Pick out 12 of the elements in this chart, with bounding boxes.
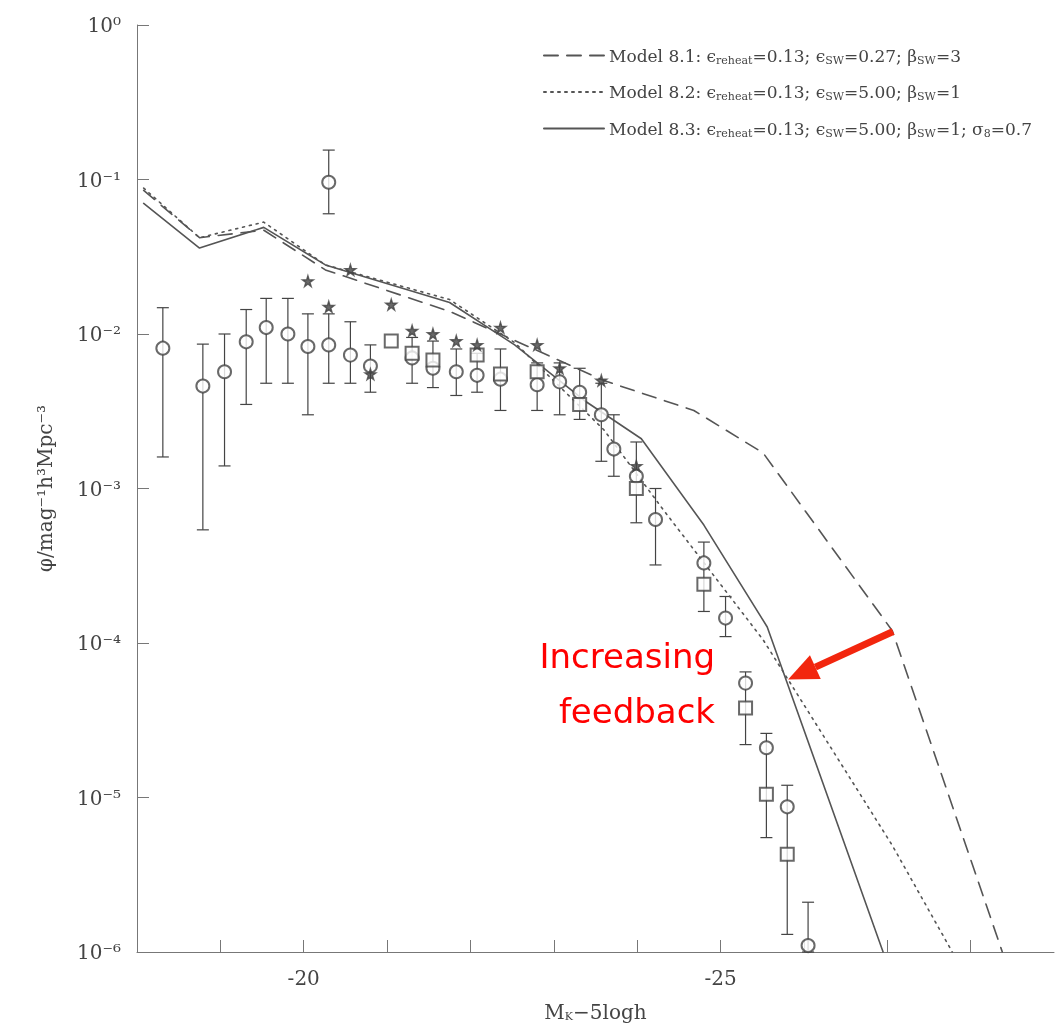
y-axis-title: φ/mag⁻¹h³Mpc⁻³ [33,405,57,572]
y-tick-label: 10⁻⁴ [76,631,121,655]
y-tick-label: 10⁻¹ [76,167,121,192]
annotation: Increasing feedback [539,635,716,731]
x-tick-label: -20 [287,966,320,990]
y-tick-label: 10⁻² [76,322,121,346]
y-tick-label: 10⁻⁶ [76,940,121,964]
y-tick-label: 10⁻³ [76,476,121,501]
x-tick-label: -25 [704,966,737,990]
x-axis-title: MK−5logh [544,1000,647,1024]
y-tick-label: 10⁻⁵ [76,785,121,810]
y-tick-label: 10⁰ [87,13,121,37]
